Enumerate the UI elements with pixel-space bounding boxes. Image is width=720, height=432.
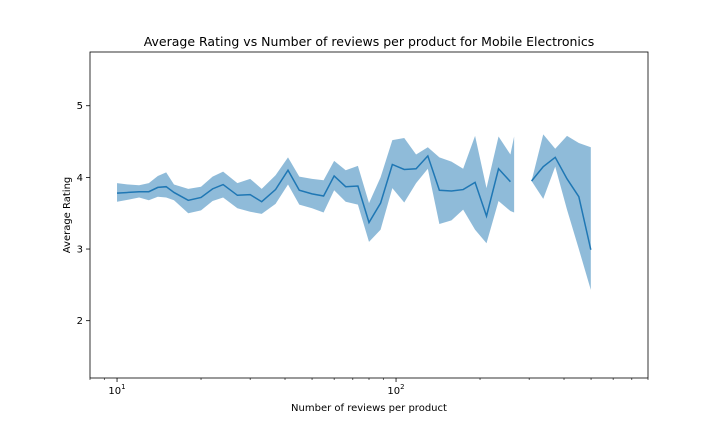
confidence-band-2 (531, 134, 591, 290)
mean-line-2 (530, 156, 592, 250)
y-tick-label: 2 (77, 316, 83, 327)
x-tick-label: 102 (387, 383, 404, 397)
chart-title: Average Rating vs Number of reviews per … (144, 34, 595, 49)
y-axis: 2 3 4 5 (77, 101, 90, 327)
plot-area (116, 134, 592, 290)
x-axis-label: Number of reviews per product (291, 403, 447, 414)
y-tick-label: 4 (77, 173, 83, 184)
confidence-band-1 (117, 135, 515, 244)
y-tick-label: 5 (77, 101, 83, 112)
y-tick-label: 3 (77, 245, 83, 256)
x-tick-label: 101 (108, 383, 125, 397)
mean-line-1-1 (116, 154, 511, 225)
x-axis: 101 102 (89, 378, 649, 397)
y-axis-label: Average Rating (62, 177, 73, 253)
